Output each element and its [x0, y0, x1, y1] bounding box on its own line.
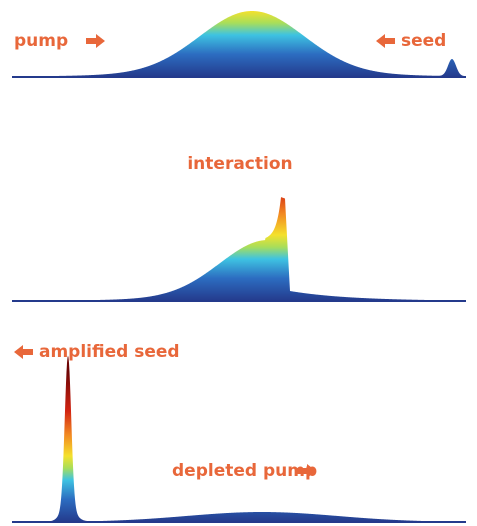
right-arrow — [86, 34, 105, 48]
amplified-seed-label: amplified seed — [39, 342, 180, 362]
interaction-pulse — [12, 197, 466, 301]
interaction-label: interaction — [187, 154, 292, 174]
right-arrow — [297, 464, 316, 478]
pump-label: pump — [14, 31, 68, 51]
amplified-pulse — [12, 355, 466, 522]
depleted-pump-label: depleted pump — [172, 461, 317, 481]
left-arrow — [376, 34, 395, 48]
seed-label: seed — [401, 31, 446, 51]
pump-seed-pulse — [12, 11, 466, 77]
left-arrow — [14, 345, 33, 359]
